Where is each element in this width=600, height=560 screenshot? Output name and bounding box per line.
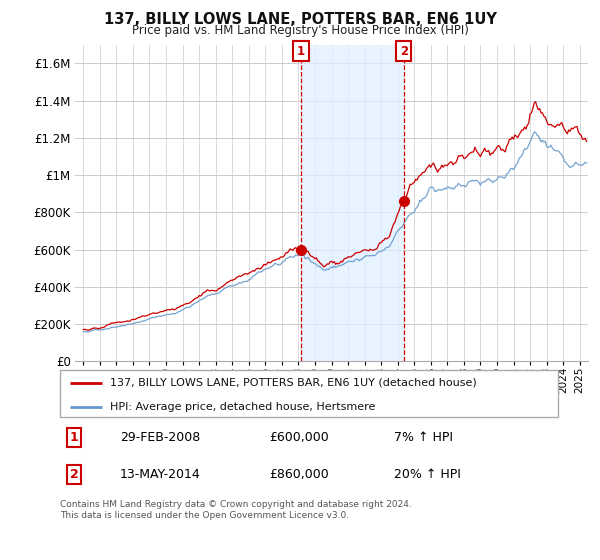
Text: 137, BILLY LOWS LANE, POTTERS BAR, EN6 1UY (detached house): 137, BILLY LOWS LANE, POTTERS BAR, EN6 1… bbox=[110, 378, 476, 388]
Text: 1: 1 bbox=[297, 45, 305, 58]
Text: Price paid vs. HM Land Registry's House Price Index (HPI): Price paid vs. HM Land Registry's House … bbox=[131, 24, 469, 37]
Text: 137, BILLY LOWS LANE, POTTERS BAR, EN6 1UY: 137, BILLY LOWS LANE, POTTERS BAR, EN6 1… bbox=[104, 12, 496, 27]
Text: 2: 2 bbox=[400, 45, 408, 58]
Text: 2: 2 bbox=[70, 468, 79, 481]
Text: HPI: Average price, detached house, Hertsmere: HPI: Average price, detached house, Hert… bbox=[110, 402, 375, 412]
FancyBboxPatch shape bbox=[60, 370, 558, 417]
Text: 7% ↑ HPI: 7% ↑ HPI bbox=[394, 431, 452, 444]
Text: 20% ↑ HPI: 20% ↑ HPI bbox=[394, 468, 461, 481]
Text: 1: 1 bbox=[70, 431, 79, 444]
Bar bbox=[301, 45, 404, 361]
Text: £600,000: £600,000 bbox=[269, 431, 329, 444]
Text: £860,000: £860,000 bbox=[269, 468, 329, 481]
Text: 13-MAY-2014: 13-MAY-2014 bbox=[120, 468, 200, 481]
Text: Contains HM Land Registry data © Crown copyright and database right 2024.
This d: Contains HM Land Registry data © Crown c… bbox=[60, 500, 412, 520]
Text: 29-FEB-2008: 29-FEB-2008 bbox=[120, 431, 200, 444]
